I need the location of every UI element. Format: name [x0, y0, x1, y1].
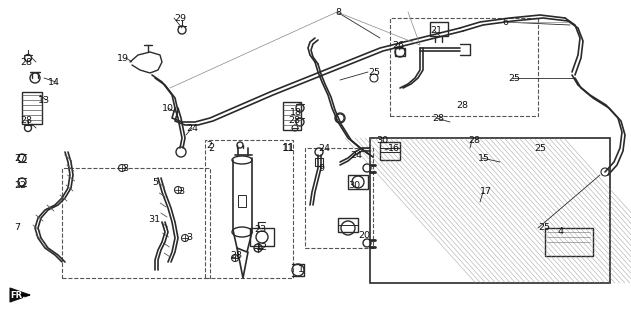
Text: 3: 3: [186, 234, 192, 243]
Text: 9: 9: [318, 164, 324, 172]
Text: 21: 21: [430, 26, 442, 35]
Text: 25: 25: [508, 74, 520, 83]
Text: 17: 17: [480, 188, 492, 196]
Bar: [395, 48, 405, 56]
Text: 28: 28: [468, 135, 480, 145]
Bar: [315, 158, 323, 166]
Text: 14: 14: [48, 77, 60, 86]
Text: 10: 10: [162, 103, 174, 113]
Bar: [305, 148, 373, 248]
Text: 24: 24: [350, 150, 362, 159]
Text: 22: 22: [14, 180, 26, 189]
Text: 11: 11: [282, 143, 294, 153]
Bar: [238, 195, 246, 207]
Bar: [283, 102, 301, 130]
Text: 15: 15: [478, 154, 490, 163]
Bar: [22, 92, 42, 124]
Bar: [62, 168, 210, 278]
Text: 7: 7: [14, 223, 20, 233]
Text: 18: 18: [290, 108, 302, 116]
Bar: [430, 22, 448, 36]
Text: 28: 28: [456, 100, 468, 109]
Text: FR.: FR.: [10, 291, 26, 300]
Text: 24: 24: [318, 143, 330, 153]
Text: 31: 31: [148, 215, 160, 225]
Text: 20: 20: [358, 230, 370, 239]
Text: 2: 2: [208, 143, 215, 153]
Text: 3: 3: [178, 188, 184, 196]
Text: 4: 4: [558, 228, 564, 236]
Text: 25: 25: [538, 223, 550, 233]
Bar: [348, 175, 368, 189]
Text: 5: 5: [152, 178, 158, 187]
Text: 28: 28: [288, 116, 300, 124]
Polygon shape: [10, 288, 30, 302]
Text: 28: 28: [230, 251, 242, 260]
Text: 24: 24: [186, 124, 198, 132]
Text: 2: 2: [206, 140, 212, 149]
Text: 28: 28: [20, 58, 32, 67]
Text: 12: 12: [256, 244, 268, 252]
Text: 28: 28: [432, 114, 444, 123]
Bar: [390, 18, 538, 116]
Text: 23: 23: [254, 226, 266, 235]
Bar: [370, 138, 610, 283]
Bar: [205, 140, 293, 278]
Bar: [545, 228, 593, 256]
Text: 19: 19: [117, 53, 129, 62]
Text: 28: 28: [20, 116, 32, 124]
Text: 3: 3: [122, 164, 128, 172]
Text: 25: 25: [534, 143, 546, 153]
Text: 11: 11: [283, 143, 295, 153]
Text: 13: 13: [38, 95, 50, 105]
Bar: [338, 218, 358, 232]
Text: 25: 25: [368, 68, 380, 76]
Text: 16: 16: [388, 143, 400, 153]
Text: 1: 1: [298, 266, 304, 275]
Bar: [250, 228, 274, 246]
Text: 6: 6: [502, 18, 508, 27]
Text: 30: 30: [376, 135, 388, 145]
Bar: [380, 142, 400, 160]
Text: 29: 29: [174, 13, 186, 22]
Text: 27: 27: [14, 154, 26, 163]
Text: 30: 30: [348, 180, 360, 189]
Text: 26: 26: [392, 41, 404, 50]
Text: 8: 8: [335, 7, 341, 17]
